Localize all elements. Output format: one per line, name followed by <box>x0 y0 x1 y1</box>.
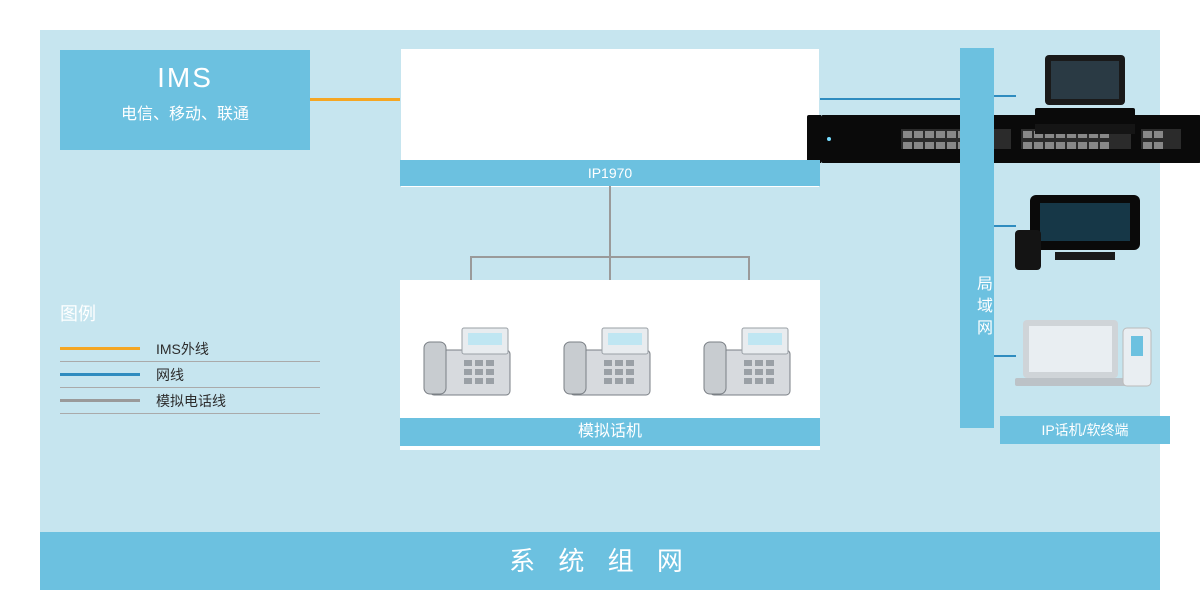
video-terminal-icon <box>1015 180 1155 285</box>
edge-lan-dev2 <box>994 225 1016 227</box>
legend-label: 模拟电话线 <box>156 391 226 411</box>
lan-bar: 局域网 <box>960 48 994 428</box>
ip-terminals-label: IP话机/软终端 <box>1000 416 1170 444</box>
legend-row: IMS外线 <box>60 336 320 362</box>
edge-lan-dev1 <box>994 95 1016 97</box>
legend-label: IMS外线 <box>156 339 209 359</box>
lan-label: 局域网 <box>974 275 991 341</box>
analog-phone-icon <box>560 320 660 410</box>
legend-swatch <box>60 399 140 402</box>
legend-swatch <box>60 347 140 350</box>
diagram-canvas: IMS 电信、移动、联通 IP1970 局域网 IP话机/软终端 <box>0 0 1200 600</box>
ims-box: IMS 电信、移动、联通 <box>60 50 310 150</box>
laptop-softclient-icon <box>1015 310 1155 415</box>
edge-ims-device <box>310 98 400 101</box>
legend-swatch <box>60 373 140 376</box>
edge-lan-dev3 <box>994 355 1016 357</box>
edge-device-lan <box>820 98 960 100</box>
legend-row: 模拟电话线 <box>60 388 320 414</box>
analog-label: 模拟话机 <box>400 418 820 446</box>
edge-device-down <box>609 186 611 256</box>
ims-title: IMS <box>60 62 310 94</box>
legend-label: 网线 <box>156 365 184 385</box>
diagram-title: 系 统 组 网 <box>509 546 691 576</box>
analog-phone-icon <box>420 320 520 410</box>
title-bar: 系 统 组 网 <box>40 532 1160 590</box>
legend: 图例 IMS外线 网线 模拟电话线 <box>60 300 320 414</box>
legend-row: 网线 <box>60 362 320 388</box>
analog-phone-icon <box>700 320 800 410</box>
device-label: IP1970 <box>400 160 820 186</box>
ip-phone-icon <box>1015 50 1155 155</box>
ims-subtitle: 电信、移动、联通 <box>60 100 310 124</box>
legend-title: 图例 <box>60 300 320 326</box>
